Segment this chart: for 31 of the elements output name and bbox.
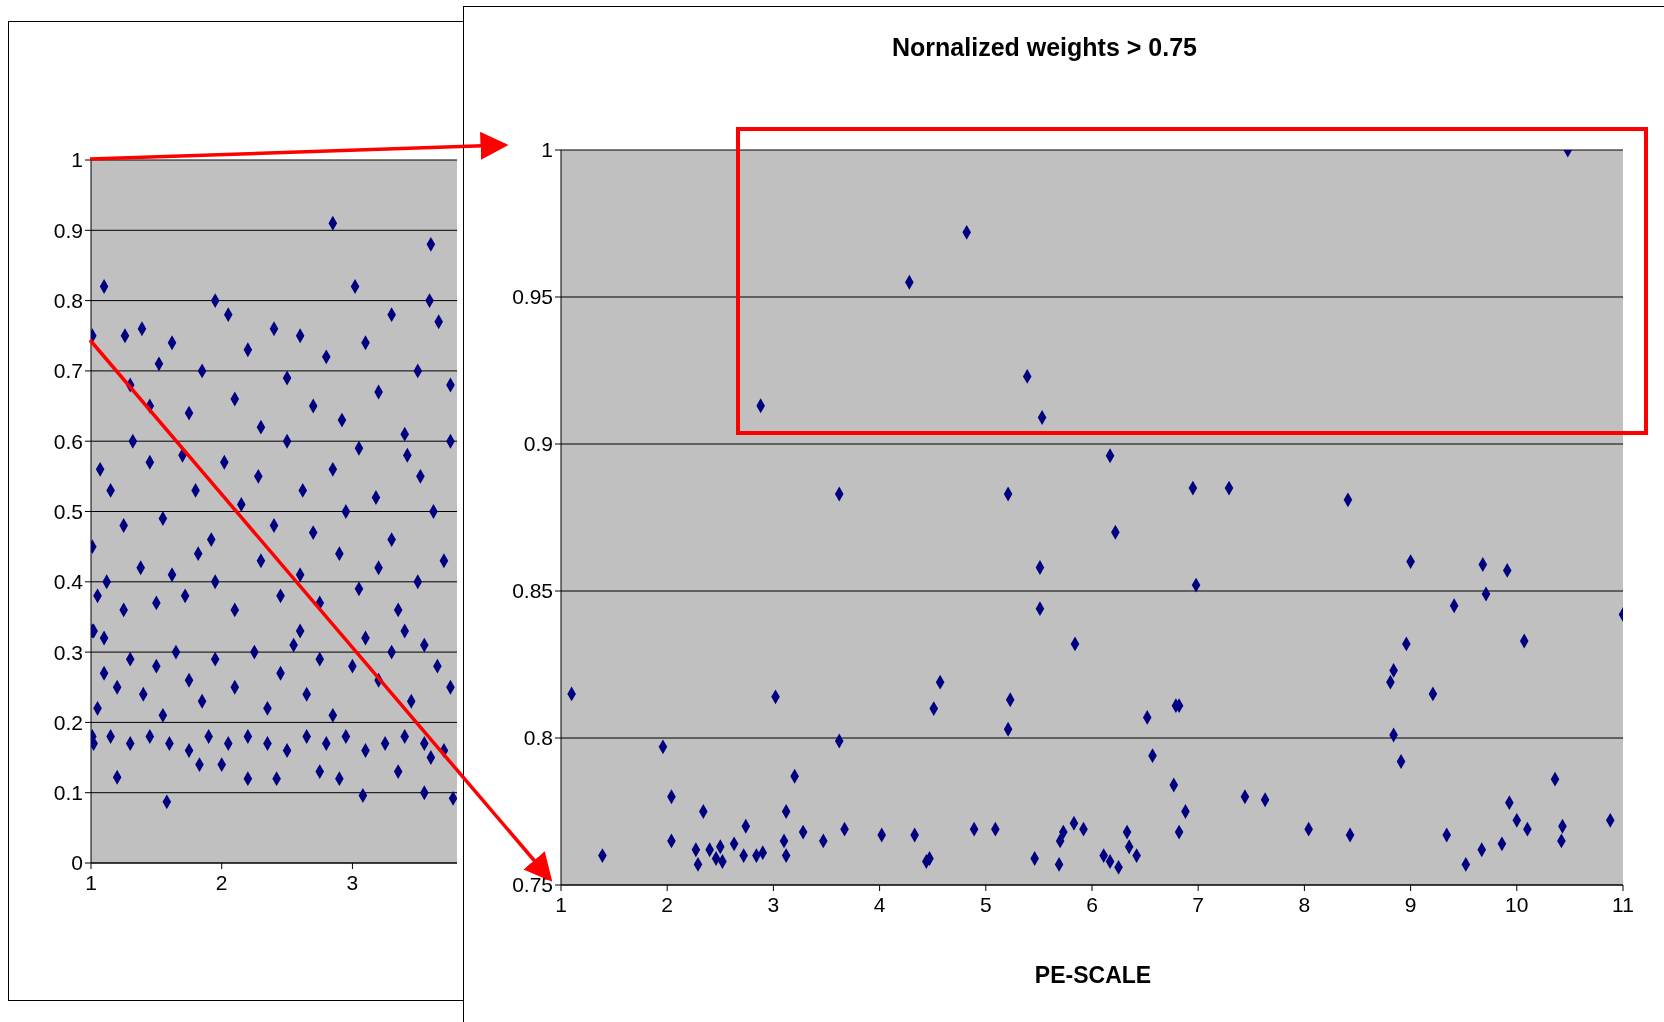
x-tick-label: 2	[215, 870, 228, 894]
y-tick-label: 0.6	[53, 429, 83, 453]
x-tick-label: 5	[979, 892, 992, 916]
x-tick-label: 6	[1086, 892, 1098, 916]
chart-title: Nornalized weights > 0.75	[891, 33, 1198, 62]
y-tick-label: 0.95	[512, 285, 553, 309]
y-tick-label: 0.2	[53, 710, 83, 734]
y-tick-label: 0.5	[53, 499, 83, 523]
y-tick-label: 1	[71, 148, 83, 172]
y-tick-label: 0.4	[53, 570, 84, 594]
y-tick-label: 0.9	[53, 218, 83, 242]
x-tick-label: 10	[1505, 892, 1529, 916]
x-tick-label: 4	[873, 892, 886, 916]
y-tick-label: 0.8	[53, 289, 83, 313]
x-tick-label: 11	[1612, 892, 1634, 916]
y-tick-label: 0.8	[523, 726, 553, 750]
x-tick-label: 2	[661, 892, 674, 916]
y-tick-label: 0.85	[512, 579, 553, 603]
x-tick-label: 9	[1404, 892, 1417, 916]
x-axis-title: PE-SCALE	[1033, 962, 1153, 989]
y-tick-label: 0.1	[53, 781, 83, 805]
x-tick-label: 7	[1192, 892, 1205, 916]
y-tick-label: 0.75	[512, 873, 553, 897]
y-tick-label: 0.3	[53, 640, 83, 664]
x-tick-label: 3	[767, 892, 780, 916]
y-tick-label: 0	[71, 851, 83, 875]
y-tick-label: 0.9	[523, 432, 553, 456]
x-tick-label: 3	[346, 870, 359, 894]
y-tick-label: 1	[541, 138, 553, 162]
y-tick-label: 0.7	[53, 359, 83, 383]
x-tick-label: 8	[1298, 892, 1311, 916]
